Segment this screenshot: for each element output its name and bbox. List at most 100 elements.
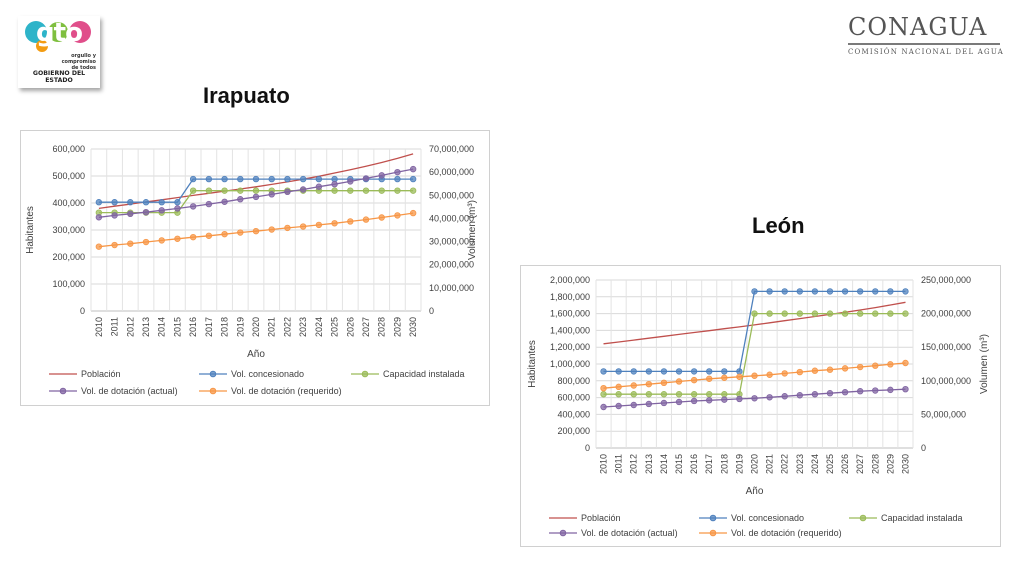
data-point-3 <box>615 402 622 410</box>
gto-logo: gto orgullo y compromiso de todos GOBIER… <box>18 16 100 88</box>
x-tick-label: 2025 <box>825 454 835 474</box>
data-point-3 <box>268 191 275 198</box>
x-tick-label: 2014 <box>659 454 669 474</box>
y2-axis-label: Volumen (m³) <box>979 334 990 394</box>
data-point-1 <box>189 175 197 183</box>
data-point-4 <box>645 380 653 388</box>
x-tick-label: 2012 <box>629 454 639 474</box>
data-point-4 <box>766 371 773 378</box>
legend-label: Vol. concesionado <box>231 369 304 379</box>
x-tick-label: 2029 <box>392 317 402 337</box>
data-point-2 <box>237 187 244 194</box>
x-tick-label: 2028 <box>377 317 387 337</box>
title-irapuato: Irapuato <box>203 83 290 108</box>
data-point-2 <box>856 310 864 317</box>
y-tick-label: 600,000 <box>557 393 590 403</box>
y-tick-label: 500,000 <box>52 171 85 181</box>
data-point-3 <box>284 188 291 196</box>
x-tick-label: 2018 <box>719 454 729 474</box>
y-tick-label: 1,000,000 <box>550 359 590 369</box>
legend-label: Vol. de dotación (requerido) <box>231 386 342 396</box>
conagua-subtitle: COMISIÓN NACIONAL DEL AGUA <box>848 48 1004 56</box>
data-point-1 <box>887 288 894 295</box>
x-tick-label: 2027 <box>855 454 865 474</box>
series-line-0 <box>98 153 414 210</box>
data-point-1 <box>706 368 713 375</box>
data-point-2 <box>887 310 894 317</box>
legend-label: Capacidad instalada <box>881 513 963 523</box>
data-point-4 <box>872 362 879 369</box>
legend-swatch-marker <box>709 514 717 522</box>
data-point-3 <box>856 388 864 395</box>
data-point-4 <box>237 229 244 236</box>
x-tick-label: 2013 <box>644 454 654 474</box>
gto-main-text: gto <box>36 18 82 48</box>
data-point-3 <box>645 400 653 408</box>
y-tick-label: 800,000 <box>557 376 590 386</box>
data-point-1 <box>268 175 275 183</box>
data-point-4 <box>394 212 401 219</box>
data-point-4 <box>796 368 803 376</box>
data-point-1 <box>615 368 622 375</box>
x-tick-label: 2022 <box>282 317 292 337</box>
x-tick-label: 2021 <box>267 317 277 337</box>
x-tick-label: 2012 <box>125 317 135 337</box>
x-tick-label: 2022 <box>780 454 790 474</box>
x-tick-label: 2024 <box>810 454 820 474</box>
y2-tick-label: 30,000,000 <box>429 237 474 247</box>
data-point-4 <box>811 367 819 374</box>
data-point-4 <box>736 373 743 380</box>
data-point-2 <box>205 187 213 194</box>
x-axis-label: Año <box>746 486 764 497</box>
y-tick-label: 0 <box>585 443 590 453</box>
data-point-4 <box>362 216 370 223</box>
data-point-3 <box>706 397 713 404</box>
data-point-1 <box>675 368 683 375</box>
y2-tick-label: 40,000,000 <box>429 213 474 223</box>
data-point-4 <box>660 379 668 387</box>
x-tick-label: 2029 <box>885 454 895 474</box>
data-point-2 <box>826 310 834 317</box>
data-point-1 <box>826 288 834 295</box>
data-point-1 <box>690 368 698 375</box>
data-point-1 <box>902 288 909 295</box>
data-point-2 <box>630 391 637 398</box>
data-point-4 <box>826 366 834 373</box>
x-tick-label: 2018 <box>220 317 230 337</box>
data-point-1 <box>142 199 150 206</box>
data-point-3 <box>736 395 743 403</box>
data-point-1 <box>841 288 849 295</box>
data-point-2 <box>252 187 260 194</box>
data-point-1 <box>872 288 879 295</box>
data-point-3 <box>252 193 260 201</box>
data-point-2 <box>690 391 698 398</box>
data-point-1 <box>781 288 788 295</box>
series-line-0 <box>603 301 906 345</box>
data-point-1 <box>174 199 181 206</box>
x-tick-label: 2030 <box>900 454 910 474</box>
data-point-1 <box>158 199 165 206</box>
y-tick-label: 200,000 <box>52 252 85 262</box>
y2-axis-label: Volumen (m³) <box>467 200 478 260</box>
data-point-3 <box>902 385 909 393</box>
y2-tick-label: 50,000,000 <box>429 190 474 200</box>
legend-swatch-marker <box>709 529 717 537</box>
data-point-4 <box>887 361 894 368</box>
y2-tick-label: 250,000,000 <box>921 275 971 285</box>
legend-label: Vol. de dotación (actual) <box>581 528 678 538</box>
x-tick-label: 2010 <box>599 454 609 474</box>
y-tick-label: 1,400,000 <box>550 325 590 335</box>
y-tick-label: 600,000 <box>52 144 85 154</box>
data-point-2 <box>221 187 228 194</box>
data-point-2 <box>751 310 758 317</box>
y-tick-label: 1,800,000 <box>550 292 590 302</box>
x-tick-label: 2014 <box>157 317 167 337</box>
gto-logo-mark: gto <box>25 18 91 52</box>
data-point-3 <box>221 198 228 205</box>
x-tick-label: 2019 <box>734 454 744 474</box>
data-point-4 <box>331 220 338 227</box>
data-point-3 <box>690 397 698 405</box>
data-point-4 <box>252 227 260 235</box>
data-point-1 <box>751 288 758 295</box>
data-point-3 <box>826 390 834 397</box>
